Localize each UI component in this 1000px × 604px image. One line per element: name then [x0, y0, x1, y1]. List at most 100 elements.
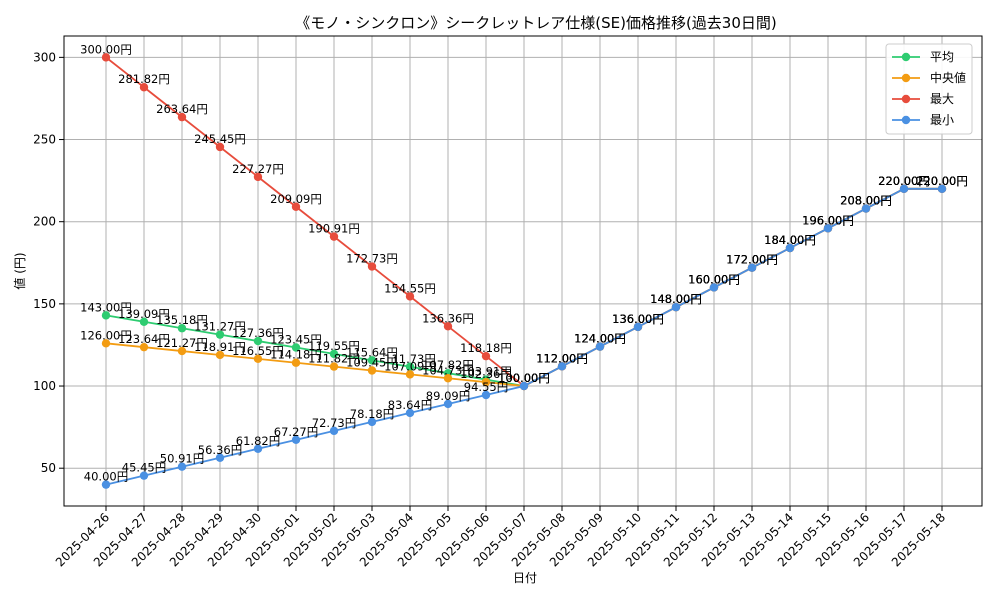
data-label: 160.00円 [688, 272, 740, 286]
data-label: 111.73円 [384, 352, 436, 366]
data-point [443, 399, 453, 409]
series-lines [101, 53, 947, 489]
data-label: 160.00円 [688, 272, 740, 286]
data-label: 208.00円 [840, 194, 892, 208]
data-point [215, 350, 225, 360]
data-label: 220.00円 [916, 174, 968, 188]
data-label: 208.00円 [840, 194, 892, 208]
data-point [405, 370, 415, 379]
data-point [557, 362, 567, 371]
data-label: 50.91円 [160, 452, 204, 466]
data-point [367, 366, 377, 375]
data-label: 172.00円 [726, 253, 778, 267]
data-labels: 143.00円139.09円135.18円131.27円127.36円123.4… [80, 42, 968, 483]
data-label: 196.00円 [802, 213, 854, 227]
data-point [215, 142, 225, 152]
legend-label: 最大 [930, 92, 954, 106]
data-label: 208.00円 [840, 194, 892, 208]
data-label: 208.00円 [840, 194, 892, 208]
legend-swatch-marker [901, 52, 911, 62]
y-tick-label: 50 [41, 461, 56, 475]
legend-label: 中央値 [930, 70, 966, 85]
data-point [101, 480, 111, 489]
data-label: 123.45円 [270, 332, 322, 346]
data-label: 124.00円 [574, 332, 626, 346]
data-label: 126.00円 [80, 328, 132, 342]
data-label: 94.55円 [464, 380, 508, 394]
data-label: 184.00円 [764, 233, 816, 247]
data-label: 72.73円 [312, 416, 356, 430]
data-label: 220.00円 [916, 174, 968, 188]
data-point [329, 362, 339, 371]
data-label: 190.91円 [308, 222, 360, 236]
data-point [443, 322, 453, 331]
data-point [101, 339, 111, 348]
data-label: 148.00円 [650, 292, 702, 306]
data-label: 227.27円 [232, 162, 284, 176]
data-label: 45.45円 [122, 461, 166, 475]
y-tick-label: 200 [33, 215, 56, 229]
data-label: 107.09円 [384, 359, 436, 373]
data-label: 127.36円 [232, 326, 284, 340]
data-label: 114.18円 [270, 348, 322, 362]
data-point [215, 330, 225, 339]
data-label: 136.00円 [612, 312, 664, 326]
data-label: 78.18円 [350, 407, 394, 421]
data-label: 172.00円 [726, 253, 778, 267]
data-point [329, 232, 339, 241]
data-label: 184.00円 [764, 233, 816, 247]
data-label: 100.00円 [498, 371, 550, 385]
data-label: 184.00円 [764, 233, 816, 247]
data-point [405, 362, 415, 371]
data-point [937, 184, 947, 194]
data-label: 131.27円 [194, 320, 246, 334]
data-label: 172.00円 [726, 253, 778, 267]
data-label: 220.00円 [878, 174, 930, 188]
data-label: 172.00円 [726, 253, 778, 267]
data-point [177, 462, 187, 471]
data-label: 136.00円 [612, 312, 664, 326]
data-label: 160.00円 [688, 272, 740, 286]
data-point [481, 351, 491, 361]
legend-swatch-marker [901, 73, 911, 83]
data-label: 209.09円 [270, 192, 322, 206]
chart-title: 《モノ・シンクロン》シークレットレア仕様(SE)価格推移(過去30日間) [295, 14, 777, 32]
data-point [785, 243, 795, 253]
data-point [861, 204, 871, 213]
data-point [177, 112, 187, 122]
data-label: 154.55円 [384, 281, 436, 295]
data-label: 118.91円 [194, 340, 246, 354]
data-point [481, 390, 491, 400]
data-label: 196.00円 [802, 213, 854, 227]
data-label: 111.82円 [308, 352, 360, 366]
data-label: 220.00円 [878, 174, 930, 188]
data-point [291, 358, 301, 367]
data-label: 143.00円 [80, 300, 132, 314]
legend-swatch-marker [901, 94, 911, 104]
data-label: 124.00円 [574, 332, 626, 346]
data-point [291, 343, 301, 352]
data-label: 220.00円 [916, 174, 968, 188]
data-point [595, 342, 605, 351]
data-point [367, 417, 377, 427]
data-point [443, 374, 453, 383]
x-axis-label: 日付 [513, 571, 537, 585]
data-label: 300.00円 [80, 42, 132, 56]
data-point [367, 356, 377, 365]
data-label: 119.55円 [308, 339, 360, 353]
data-label: 104.73円 [422, 363, 474, 377]
data-point [139, 342, 149, 352]
data-label: 112.00円 [536, 351, 588, 365]
data-label: 121.27円 [156, 336, 208, 350]
y-axis-label: 値 (円) [12, 252, 27, 289]
data-label: 67.27円 [274, 425, 318, 439]
data-point [709, 283, 719, 292]
data-point [747, 263, 757, 272]
data-point [671, 302, 681, 312]
data-point [101, 53, 111, 62]
data-label: 148.00円 [650, 292, 702, 306]
data-label: 112.00円 [536, 351, 588, 365]
data-point [253, 354, 263, 364]
data-label: 139.09円 [118, 307, 170, 321]
